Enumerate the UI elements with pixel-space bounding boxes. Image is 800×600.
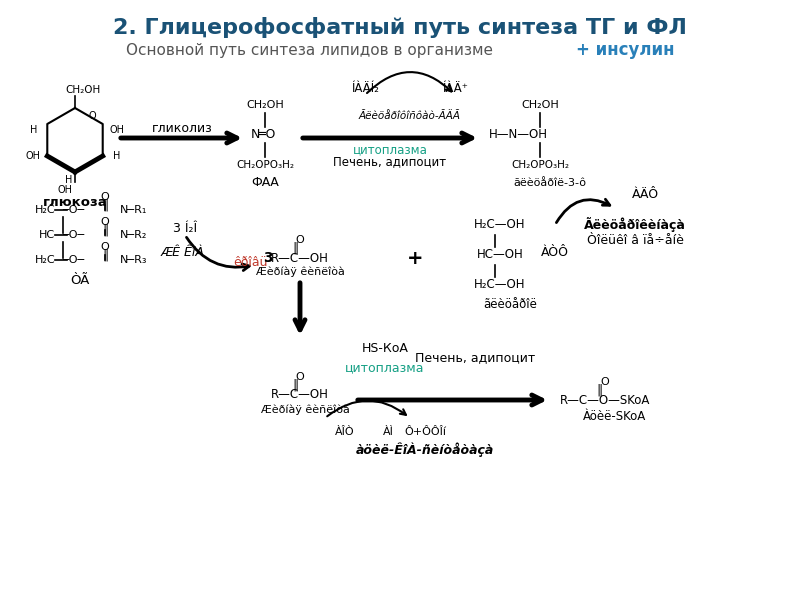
Text: êðîâü: êðîâü <box>233 256 267 269</box>
Text: H₂C: H₂C <box>34 205 55 215</box>
Text: ÆÊ ÊîÀ: ÆÊ ÊîÀ <box>160 245 204 259</box>
Text: CH₂OH: CH₂OH <box>66 85 101 95</box>
Text: R—C—O—SKoA: R—C—O—SKoA <box>560 394 650 407</box>
Text: OH: OH <box>109 125 124 136</box>
Text: Ô+ÔÔÎí: Ô+ÔÔÎí <box>404 427 446 437</box>
Text: O: O <box>89 111 97 121</box>
Text: O: O <box>101 217 110 227</box>
Text: ФАА: ФАА <box>251 176 279 190</box>
Text: 3: 3 <box>263 251 273 265</box>
Text: +: + <box>406 248 423 268</box>
Text: àöèë-ÊîÀ-ñèíòåòàçà: àöèë-ÊîÀ-ñèíòåòàçà <box>356 443 494 457</box>
Text: H: H <box>113 151 120 161</box>
Text: Àöèë-SKoA: Àöèë-SKoA <box>583 410 646 424</box>
Text: Æèðíàÿ êèñëîòà: Æèðíàÿ êèñëîòà <box>255 267 345 277</box>
Text: H: H <box>65 175 72 185</box>
Text: O: O <box>101 192 110 202</box>
Text: Æèðíàÿ êèñëîòà: Æèðíàÿ êèñëîòà <box>261 405 350 415</box>
Text: ‖: ‖ <box>102 199 108 211</box>
Text: H—N—OH: H—N—OH <box>489 128 547 142</box>
Text: H: H <box>30 125 37 136</box>
Text: ÀÄÔ: ÀÄÔ <box>631 188 658 202</box>
Text: CH₂OH: CH₂OH <box>521 100 559 110</box>
Text: ÍÀÄÍ₂: ÍÀÄÍ₂ <box>351 82 379 94</box>
Text: ÀÌ: ÀÌ <box>382 427 394 437</box>
Text: HC: HC <box>39 230 55 240</box>
Text: Ãëèöåðîêèíàçà: Ãëèöåðîêèíàçà <box>584 217 686 232</box>
Text: O: O <box>101 242 110 252</box>
Text: H₂C—OH: H₂C—OH <box>474 218 526 232</box>
Text: R—C—OH: R—C—OH <box>271 389 329 401</box>
Text: ‖: ‖ <box>292 379 298 391</box>
Text: N─R₃: N─R₃ <box>120 255 147 265</box>
Text: N: N <box>250 128 260 142</box>
Text: ‖: ‖ <box>102 248 108 262</box>
Text: CH₂OPO₃H₂: CH₂OPO₃H₂ <box>511 160 569 170</box>
Text: ÍÀÄ⁺: ÍÀÄ⁺ <box>442 82 468 94</box>
Text: CH₂OH: CH₂OH <box>246 100 284 110</box>
Text: H₂C—OH: H₂C—OH <box>474 278 526 292</box>
Text: O: O <box>296 372 304 382</box>
Text: ─O─: ─O─ <box>62 230 84 240</box>
Text: Òîëüêî â ïå÷åíè: Òîëüêî â ïå÷åíè <box>586 233 683 247</box>
Text: + инсулин: + инсулин <box>576 41 674 59</box>
Text: гликолиз: гликолиз <box>152 121 212 134</box>
Text: OH: OH <box>26 151 41 161</box>
Text: O: O <box>296 235 304 245</box>
Text: цитоплазма: цитоплазма <box>353 143 427 157</box>
Text: N─R₁: N─R₁ <box>120 205 147 215</box>
Text: Печень, адипоцит: Печень, адипоцит <box>415 352 535 364</box>
Text: O: O <box>601 377 610 387</box>
Text: ─O─: ─O─ <box>62 255 84 265</box>
Text: ‖: ‖ <box>292 241 298 254</box>
Text: ‖: ‖ <box>102 223 108 236</box>
Text: Печень, адипоцит: Печень, адипоцит <box>334 155 446 169</box>
Text: ãëèöåðîë-3-ô: ãëèöåðîë-3-ô <box>514 178 586 188</box>
Text: ÀÎÒ: ÀÎÒ <box>335 427 355 437</box>
Text: H₂C: H₂C <box>34 255 55 265</box>
Text: CH₂OPO₃H₂: CH₂OPO₃H₂ <box>236 160 294 170</box>
Text: ═O: ═O <box>258 128 276 142</box>
Text: ─O─: ─O─ <box>62 205 84 215</box>
Text: OH: OH <box>58 185 73 194</box>
Text: цитоплазма: цитоплазма <box>346 361 425 374</box>
Text: ãëèöåðîë: ãëèöåðîë <box>483 298 537 311</box>
Text: HC—OH: HC—OH <box>477 248 523 262</box>
Text: Ãëèöåðîôîñôàò-ÃÄÃ: Ãëèöåðîôîñôàò-ÃÄÃ <box>359 111 461 121</box>
Text: 2. Глицерофосфатный путь синтеза ТГ и ФЛ: 2. Глицерофосфатный путь синтеза ТГ и ФЛ <box>113 17 687 38</box>
Text: N─R₂: N─R₂ <box>120 230 147 240</box>
Text: 3 Í₂Î: 3 Í₂Î <box>173 221 197 235</box>
Text: ÒÃ: ÒÃ <box>70 274 90 286</box>
Text: R—C—OH: R—C—OH <box>271 251 329 265</box>
Text: ÀÒÔ: ÀÒÔ <box>541 245 569 259</box>
Text: глюкоза: глюкоза <box>42 196 107 209</box>
Text: HS-КоА: HS-КоА <box>362 341 409 355</box>
Text: ‖: ‖ <box>597 383 603 397</box>
Text: Основной путь синтеза липидов в организме: Основной путь синтеза липидов в организм… <box>126 43 494 58</box>
